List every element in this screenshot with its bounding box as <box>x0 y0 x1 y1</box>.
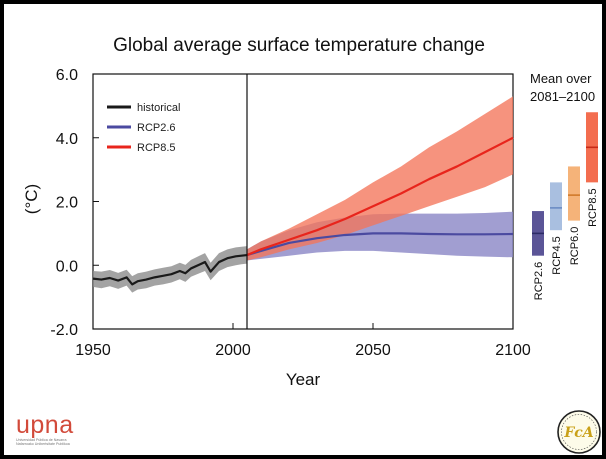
mean-over-title-line2: 2081–2100 <box>530 89 595 104</box>
x-axis-title: Year <box>286 370 321 389</box>
mean-bar-label-rcp6-0: RCP6.0 <box>569 227 581 266</box>
mean-bar-label-rcp4-5: RCP4.5 <box>551 236 563 275</box>
x-tick-label-2000: 2000 <box>215 342 251 359</box>
upna-logo-subtitle-1: Universidad Pública de Navarra <box>16 438 67 442</box>
x-tick-label-2100: 2100 <box>495 342 531 359</box>
x-tick-label-2050: 2050 <box>355 342 391 359</box>
mean-bar-label-rcp2-6: RCP2.6 <box>533 262 545 301</box>
y-axis-title: (°C) <box>22 184 41 214</box>
temperature-chart: Global average surface temperature chang… <box>22 35 599 389</box>
chart-title: Global average surface temperature chang… <box>113 35 485 56</box>
upna-logo: upna Universidad Pública de Navarra Nafa… <box>16 413 126 453</box>
uncertainty-bands <box>93 96 513 293</box>
band-rcp8-5 <box>247 96 513 261</box>
y-tick-label-2-0: -2.0 <box>50 322 78 339</box>
seal-letters: FcA <box>563 425 593 441</box>
mean-bar-rcp6-0 <box>568 166 580 221</box>
mean-over-bars: RCP2.6 RCP4.5 RCP6.0 RCP8.5 <box>532 112 599 300</box>
legend: historical RCP2.6 RCP8.5 <box>107 102 180 154</box>
band-historical <box>93 246 247 293</box>
legend-label-historical: historical <box>137 102 180 114</box>
legend-label-rcp2-6: RCP2.6 <box>137 122 176 134</box>
y-tick-label-4-0: 4.0 <box>56 131 78 148</box>
y-tick-label-0-0: 0.0 <box>56 258 78 275</box>
y-tick-label-6-0: 6.0 <box>56 67 78 84</box>
series-lines <box>92 136 514 286</box>
series-line-rcp8-5 <box>246 136 514 257</box>
slide: Global average surface temperature chang… <box>4 4 602 455</box>
series-line-historical <box>92 253 248 286</box>
upna-logo-subtitle-2: Nafarroako Unibertsitate Publikoa <box>16 442 70 447</box>
fca-seal-logo: FcA <box>557 410 601 454</box>
series-line-rcp2-6 <box>246 232 514 257</box>
mean-over-title-line1: Mean over <box>530 71 592 86</box>
axis-ticks: 1950 2000 2050 2100 -2.0 0.0 2.0 4.0 6.0 <box>50 67 530 359</box>
mean-bar-rcp4-5 <box>550 182 562 231</box>
legend-label-rcp8-5: RCP8.5 <box>137 142 176 154</box>
x-tick-label-1950: 1950 <box>75 342 111 359</box>
mean-bar-label-rcp8-5: RCP8.5 <box>587 188 599 227</box>
y-tick-label-2-0: 2.0 <box>56 195 78 212</box>
upna-logo-word: upna <box>16 411 74 439</box>
